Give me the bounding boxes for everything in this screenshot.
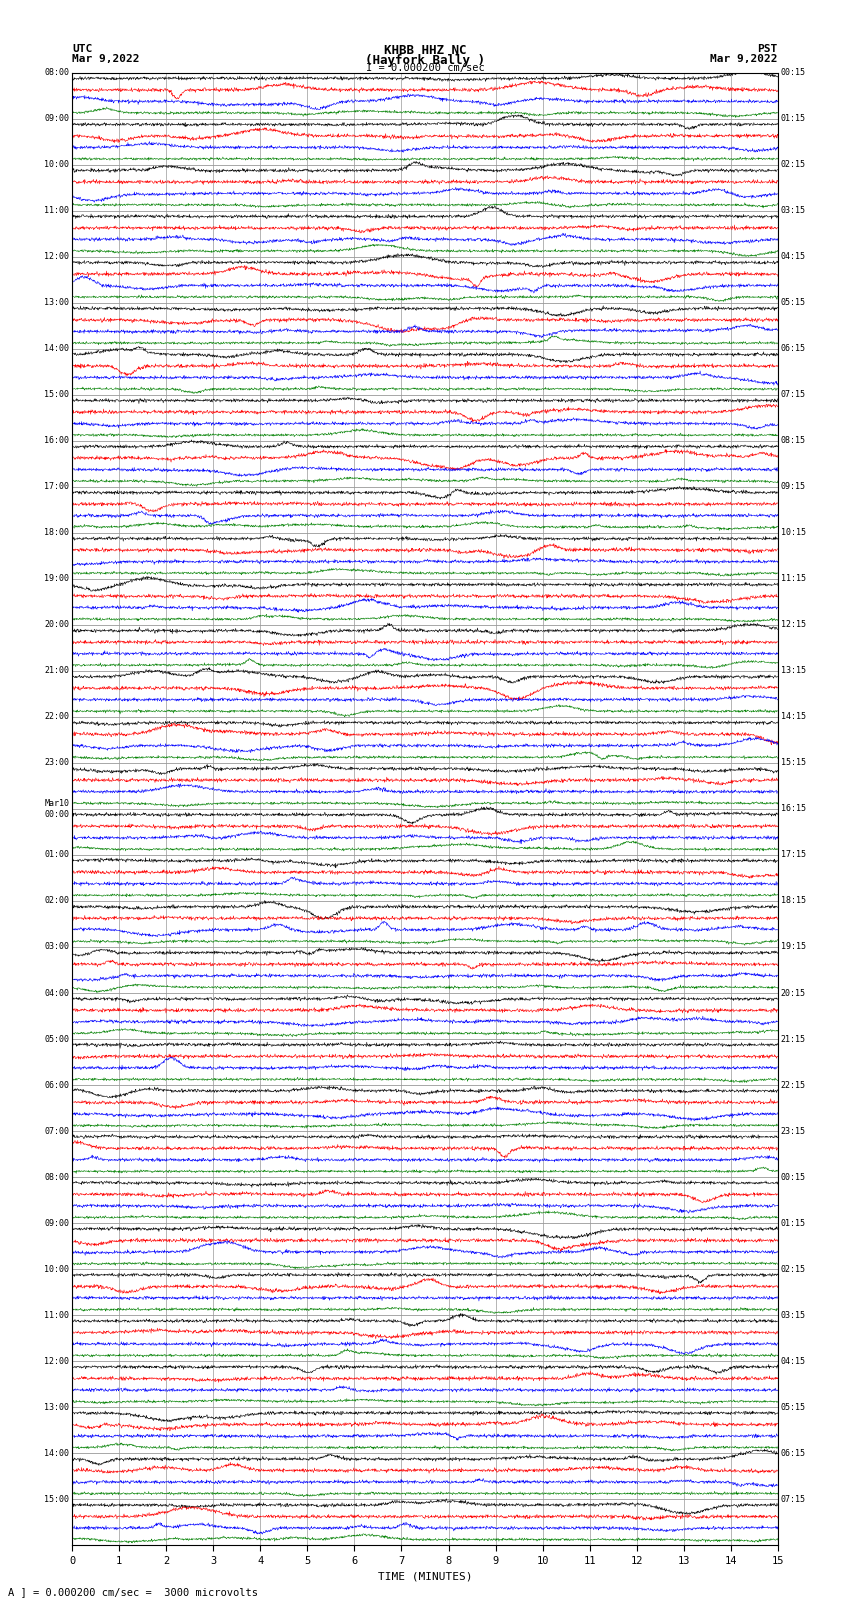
Text: Mar 9,2022: Mar 9,2022 (711, 53, 778, 65)
Text: UTC: UTC (72, 44, 93, 55)
Text: I = 0.000200 cm/sec: I = 0.000200 cm/sec (366, 63, 484, 73)
Text: (Hayfork Bally ): (Hayfork Bally ) (365, 53, 485, 68)
Text: A ] = 0.000200 cm/sec =  3000 microvolts: A ] = 0.000200 cm/sec = 3000 microvolts (8, 1587, 258, 1597)
Text: KHBB HHZ NC: KHBB HHZ NC (383, 44, 467, 58)
Text: PST: PST (757, 44, 778, 55)
Text: Mar 9,2022: Mar 9,2022 (72, 53, 139, 65)
X-axis label: TIME (MINUTES): TIME (MINUTES) (377, 1571, 473, 1581)
